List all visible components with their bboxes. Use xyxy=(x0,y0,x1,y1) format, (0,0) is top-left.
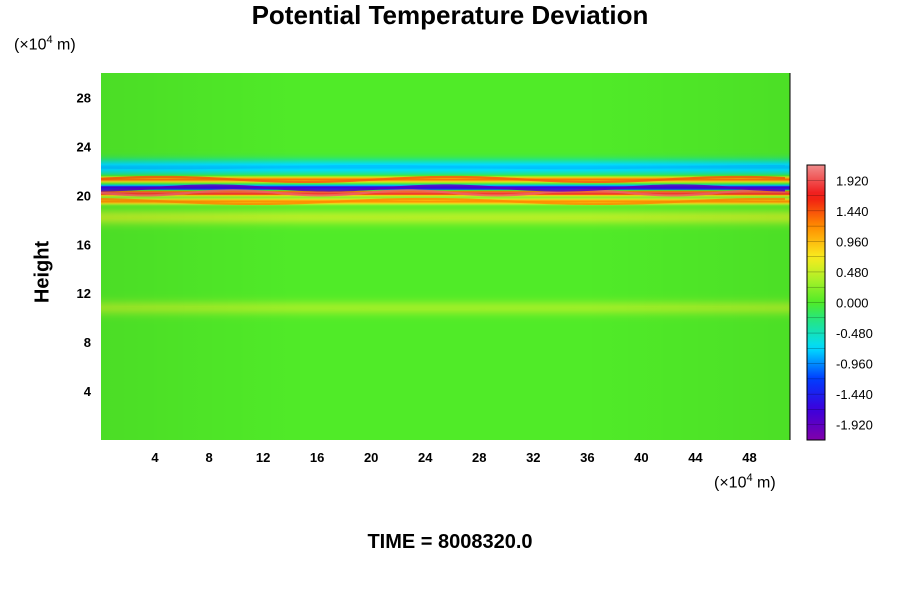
x-tick-label: 20 xyxy=(364,450,378,465)
x-tick-label: 32 xyxy=(526,450,540,465)
y-tick-label: 20 xyxy=(77,188,91,203)
y-unit-suffix: m) xyxy=(52,36,76,54)
x-tick-label: 48 xyxy=(742,450,756,465)
x-unit-prefix: (×10 xyxy=(714,474,747,492)
chart-title: Potential Temperature Deviation xyxy=(251,0,649,30)
y-axis-unit: (×104 m) xyxy=(14,34,76,54)
colorbar-label: 1.920 xyxy=(836,173,869,188)
x-tick-label: 28 xyxy=(472,450,486,465)
colorbar-label: 1.440 xyxy=(836,204,869,219)
y-unit-exponent: 4 xyxy=(46,34,53,46)
y-tick-label: 8 xyxy=(84,335,91,350)
y-axis-ticks: 4 8 12 16 20 24 28 xyxy=(77,90,92,399)
colorbar-label: -1.920 xyxy=(836,418,873,433)
y-tick-label: 16 xyxy=(77,237,91,252)
y-tick-label: 12 xyxy=(77,286,91,301)
colorbar-label: 0.480 xyxy=(836,265,869,280)
colorbar-label: 0.000 xyxy=(836,296,869,311)
colorbar: 1.920 1.440 0.960 0.480 0.000 -0.480 -0.960 -1.… xyxy=(806,164,873,441)
x-tick-label: 4 xyxy=(151,450,159,465)
colorbar-label: -0.480 xyxy=(836,326,873,341)
x-unit-suffix: m) xyxy=(752,474,776,492)
x-tick-label: 12 xyxy=(256,450,270,465)
x-tick-label: 24 xyxy=(418,450,433,465)
x-unit-exponent: 4 xyxy=(746,472,753,484)
x-tick-label: 36 xyxy=(580,450,594,465)
heatmap-shading xyxy=(101,73,790,440)
colorbar-label: -1.440 xyxy=(836,387,873,402)
x-tick-label: 8 xyxy=(205,450,212,465)
y-tick-label: 4 xyxy=(84,384,92,399)
y-unit-prefix: (×10 xyxy=(14,36,47,54)
colorbar-label: -0.960 xyxy=(836,357,873,372)
x-axis-ticks: 4 8 12 16 20 24 28 32 36 40 44 48 xyxy=(151,450,756,465)
x-tick-label: 44 xyxy=(688,450,703,465)
colorbar-label: 0.960 xyxy=(836,234,869,249)
y-tick-label: 28 xyxy=(77,90,91,105)
time-label: TIME = 8008320.0 xyxy=(367,531,533,553)
x-tick-label: 40 xyxy=(634,450,648,465)
y-tick-label: 24 xyxy=(77,139,92,154)
x-tick-label: 16 xyxy=(310,450,324,465)
x-axis-unit: (×104 m) xyxy=(714,472,776,492)
